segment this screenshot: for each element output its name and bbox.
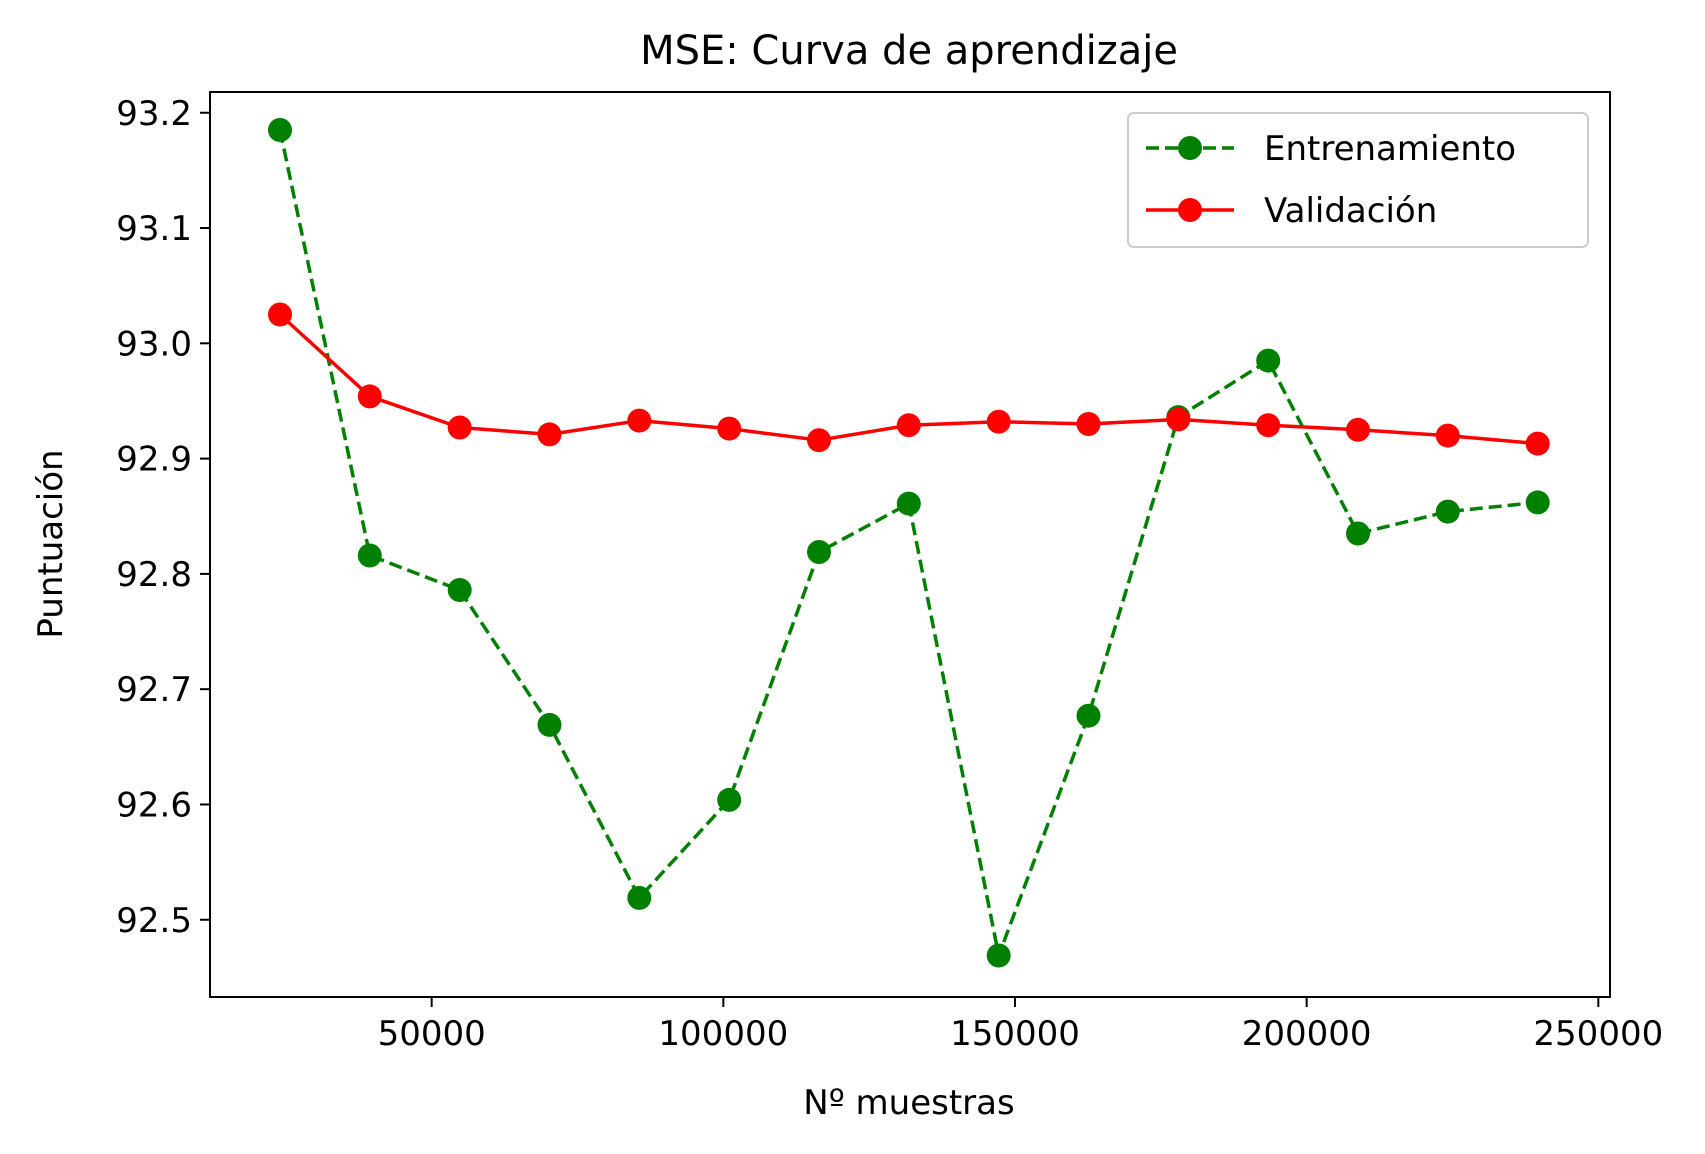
- legend-label: Validación: [1264, 191, 1437, 231]
- data-point-validacion: [1076, 412, 1101, 436]
- x-tick-label: 50000: [378, 1014, 486, 1054]
- data-point-validacion: [537, 422, 562, 447]
- series-entrenamiento: [268, 118, 1550, 968]
- plot-area: [268, 118, 1550, 968]
- data-point-entrenamiento: [717, 787, 742, 812]
- x-tick-label: 250000: [1533, 1014, 1663, 1054]
- data-point-validacion: [986, 409, 1011, 434]
- data-point-validacion: [1256, 413, 1281, 438]
- y-tick-label: 92.7: [116, 670, 192, 710]
- data-point-validacion: [1525, 431, 1550, 456]
- legend-marker: [1178, 136, 1202, 160]
- x-axis: 50000 100000 150000 200000 250000: [378, 997, 1663, 1054]
- chart-title: MSE: Curva de aprendizaje: [640, 28, 1178, 74]
- series-line-entrenamiento: [278, 129, 1538, 958]
- data-point-entrenamiento: [537, 712, 562, 737]
- y-tick-label: 93.0: [116, 324, 192, 364]
- data-point-entrenamiento: [807, 540, 831, 564]
- legend-label: Entrenamiento: [1264, 129, 1516, 169]
- y-tick-label: 92.5: [116, 901, 192, 941]
- data-point-entrenamiento: [268, 118, 292, 142]
- data-point-validacion: [627, 408, 652, 433]
- data-point-validacion: [1346, 417, 1370, 442]
- y-tick-label: 92.6: [116, 785, 192, 825]
- data-point-entrenamiento: [357, 543, 382, 568]
- legend-marker: [1178, 198, 1202, 222]
- y-tick-label: 92.9: [116, 440, 192, 480]
- legend: Entrenamiento Validación: [1127, 112, 1589, 248]
- data-point-validacion: [896, 413, 921, 438]
- x-tick-label: 200000: [1242, 1014, 1372, 1054]
- data-point-entrenamiento: [627, 885, 652, 910]
- x-tick-label: 100000: [658, 1014, 788, 1054]
- data-point-validacion: [807, 428, 831, 453]
- y-tick-label: 93.1: [116, 209, 192, 249]
- data-point-validacion: [1435, 423, 1460, 448]
- data-point-entrenamiento: [1346, 521, 1370, 546]
- data-point-validacion: [268, 302, 292, 327]
- data-point-entrenamiento: [1256, 348, 1281, 373]
- data-point-validacion: [447, 415, 472, 440]
- legend-entry-validacion: Validación: [1146, 191, 1437, 231]
- data-point-validacion: [717, 416, 742, 441]
- y-tick-label: 92.8: [116, 555, 192, 595]
- x-axis-title: Nº muestras: [803, 1083, 1014, 1123]
- data-point-validacion: [1166, 407, 1191, 432]
- series-validacion: [268, 302, 1550, 456]
- data-point-entrenamiento: [1525, 490, 1550, 515]
- y-axis: 92.5 92.6 92.7 92.8 92.9 93.0 93.1 93.2: [116, 94, 210, 941]
- legend-box: [1127, 112, 1589, 248]
- legend-entry-entrenamiento: Entrenamiento: [1146, 129, 1516, 169]
- data-point-entrenamiento: [896, 491, 921, 516]
- data-point-validacion: [357, 384, 382, 409]
- data-point-entrenamiento: [447, 578, 472, 602]
- data-point-entrenamiento: [1435, 499, 1460, 524]
- data-point-entrenamiento: [986, 943, 1011, 968]
- y-tick-label: 93.2: [116, 94, 192, 134]
- y-axis-title: Puntuación: [31, 449, 71, 638]
- plot-frame: [209, 91, 1611, 998]
- x-tick-label: 150000: [950, 1014, 1080, 1054]
- data-point-entrenamiento: [1076, 703, 1101, 728]
